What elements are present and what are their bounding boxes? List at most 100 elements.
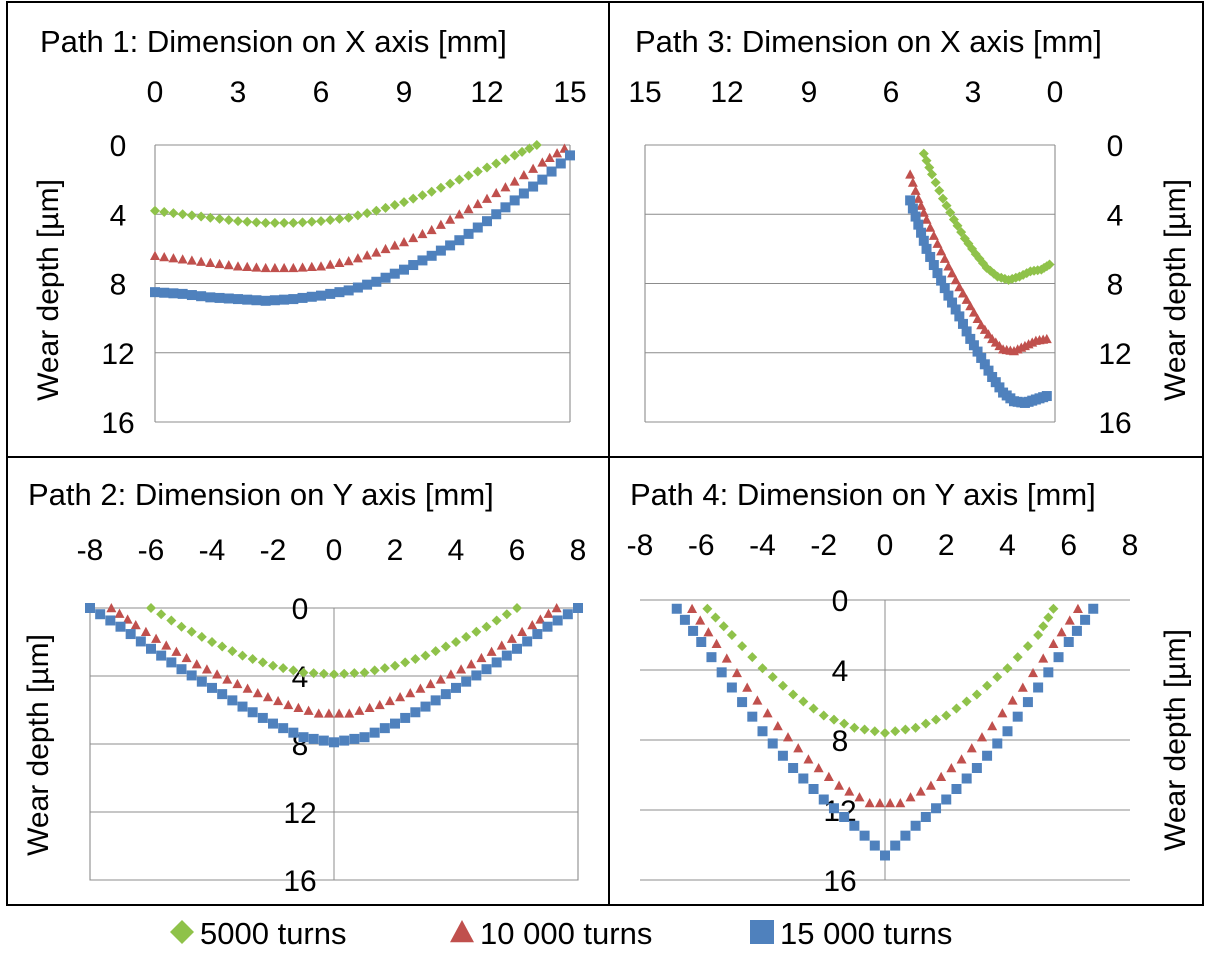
data-point bbox=[961, 773, 972, 784]
data-point bbox=[196, 291, 207, 302]
data-point bbox=[297, 217, 308, 228]
data-point bbox=[435, 245, 446, 256]
data-point bbox=[907, 203, 918, 214]
data-point bbox=[1002, 663, 1013, 674]
data-point bbox=[1072, 603, 1083, 613]
data-point bbox=[445, 214, 456, 224]
data-point bbox=[159, 251, 170, 262]
data-point bbox=[191, 659, 202, 669]
data-point bbox=[982, 750, 993, 761]
data-point bbox=[1022, 697, 1033, 708]
data-point bbox=[965, 333, 976, 344]
series-10-000-turns bbox=[150, 143, 570, 273]
data-point bbox=[223, 293, 234, 304]
data-point bbox=[910, 820, 921, 831]
data-point bbox=[223, 215, 234, 226]
data-point bbox=[1017, 682, 1028, 692]
data-point bbox=[405, 688, 416, 698]
series-5000-turns bbox=[918, 148, 1055, 286]
data-point bbox=[747, 711, 758, 722]
data-point bbox=[242, 294, 253, 305]
data-point bbox=[939, 253, 950, 263]
y-tick-label: 12 bbox=[1098, 338, 1131, 371]
data-point bbox=[222, 674, 233, 684]
data-point bbox=[496, 640, 507, 650]
data-point bbox=[947, 297, 958, 308]
x-tick-label: 8 bbox=[570, 534, 587, 567]
data-point bbox=[349, 668, 360, 679]
x-tick-label: -2 bbox=[810, 529, 837, 562]
series-5000-turns bbox=[702, 603, 1059, 738]
data-point bbox=[466, 659, 477, 669]
data-point bbox=[1012, 652, 1023, 663]
legend-label: 5000 turns bbox=[200, 916, 347, 951]
data-point bbox=[399, 197, 409, 208]
x-tick-label: 6 bbox=[313, 76, 330, 109]
data-point bbox=[982, 680, 993, 691]
data-point bbox=[177, 254, 188, 264]
data-point bbox=[114, 608, 125, 618]
data-point bbox=[115, 621, 126, 632]
data-point bbox=[400, 657, 411, 668]
data-point bbox=[913, 193, 924, 203]
data-point bbox=[957, 288, 968, 298]
data-point bbox=[207, 637, 217, 647]
data-point bbox=[491, 187, 502, 198]
data-point bbox=[482, 193, 492, 203]
data-point bbox=[997, 708, 1008, 718]
x-tick-label: -2 bbox=[260, 534, 287, 567]
data-point bbox=[440, 641, 451, 652]
x-tick-label: 4 bbox=[448, 534, 465, 567]
data-point bbox=[181, 652, 192, 663]
data-point bbox=[1088, 603, 1099, 614]
data-point bbox=[813, 763, 824, 773]
data-point bbox=[688, 625, 699, 636]
data-point bbox=[500, 202, 511, 213]
x-tick-label: -6 bbox=[138, 534, 165, 567]
legend-marker bbox=[170, 920, 194, 944]
legend-marker bbox=[750, 920, 774, 944]
data-point bbox=[380, 202, 391, 213]
data-point bbox=[426, 250, 437, 261]
x-tick-label: -8 bbox=[627, 529, 654, 562]
data-point bbox=[217, 641, 228, 652]
data-point bbox=[983, 365, 994, 376]
x-tick-label: 0 bbox=[877, 529, 894, 562]
data-point bbox=[177, 288, 188, 299]
data-point bbox=[268, 660, 278, 671]
data-point bbox=[918, 207, 929, 217]
data-point bbox=[551, 603, 562, 613]
series-15-000-turns bbox=[85, 603, 583, 748]
data-point bbox=[947, 268, 958, 278]
data-point bbox=[196, 211, 207, 222]
data-point bbox=[772, 721, 783, 731]
data-point bbox=[1002, 726, 1013, 737]
y-tick-label: 0 bbox=[832, 585, 849, 618]
data-point bbox=[223, 260, 234, 270]
data-point bbox=[994, 382, 1005, 393]
data-point bbox=[482, 162, 492, 173]
data-point bbox=[408, 260, 419, 271]
data-point bbox=[125, 629, 136, 640]
data-point bbox=[156, 609, 167, 620]
data-point bbox=[166, 657, 177, 668]
y-tick-label: 8 bbox=[1107, 269, 1124, 302]
data-point bbox=[486, 646, 497, 656]
data-point bbox=[874, 798, 885, 808]
data-point bbox=[968, 340, 979, 351]
data-point bbox=[352, 282, 363, 293]
data-point bbox=[252, 688, 263, 698]
data-point bbox=[491, 209, 502, 220]
data-point bbox=[762, 708, 773, 718]
data-point bbox=[941, 200, 952, 211]
data-point bbox=[1033, 630, 1044, 640]
data-point bbox=[939, 283, 950, 294]
y-tick-label: 0 bbox=[1107, 130, 1124, 163]
data-point bbox=[279, 217, 290, 228]
data-point bbox=[369, 727, 380, 738]
data-point bbox=[869, 840, 880, 851]
y-tick-label: 0 bbox=[292, 593, 309, 626]
data-point bbox=[420, 701, 431, 712]
data-point bbox=[186, 670, 197, 681]
